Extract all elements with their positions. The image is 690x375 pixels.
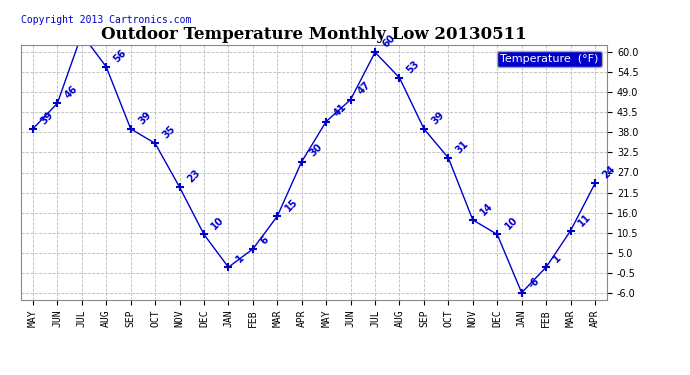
Text: 56: 56	[112, 48, 128, 64]
Text: 65: 65	[0, 374, 1, 375]
Text: 14: 14	[478, 201, 495, 217]
Text: 47: 47	[356, 80, 373, 97]
Text: 6: 6	[259, 234, 270, 246]
Legend: Temperature  (°F): Temperature (°F)	[497, 51, 602, 67]
Text: Copyright 2013 Cartronics.com: Copyright 2013 Cartronics.com	[21, 15, 191, 25]
Text: 35: 35	[161, 124, 177, 141]
Text: 10: 10	[503, 215, 520, 232]
Text: 30: 30	[307, 142, 324, 159]
Text: -6: -6	[527, 275, 542, 290]
Text: 60: 60	[381, 33, 397, 50]
Text: 39: 39	[39, 110, 55, 126]
Text: 53: 53	[405, 58, 422, 75]
Text: 1: 1	[234, 253, 246, 264]
Text: 23: 23	[185, 168, 201, 184]
Text: 39: 39	[429, 110, 446, 126]
Text: 24: 24	[600, 164, 617, 181]
Text: 1: 1	[552, 253, 564, 264]
Text: 46: 46	[63, 84, 79, 100]
Text: 15: 15	[283, 197, 299, 213]
Title: Outdoor Temperature Monthly Low 20130511: Outdoor Temperature Monthly Low 20130511	[101, 27, 526, 44]
Text: 39: 39	[136, 110, 153, 126]
Text: 11: 11	[576, 211, 593, 228]
Text: 31: 31	[454, 138, 471, 155]
Text: 10: 10	[210, 215, 226, 232]
Text: 41: 41	[332, 102, 348, 119]
